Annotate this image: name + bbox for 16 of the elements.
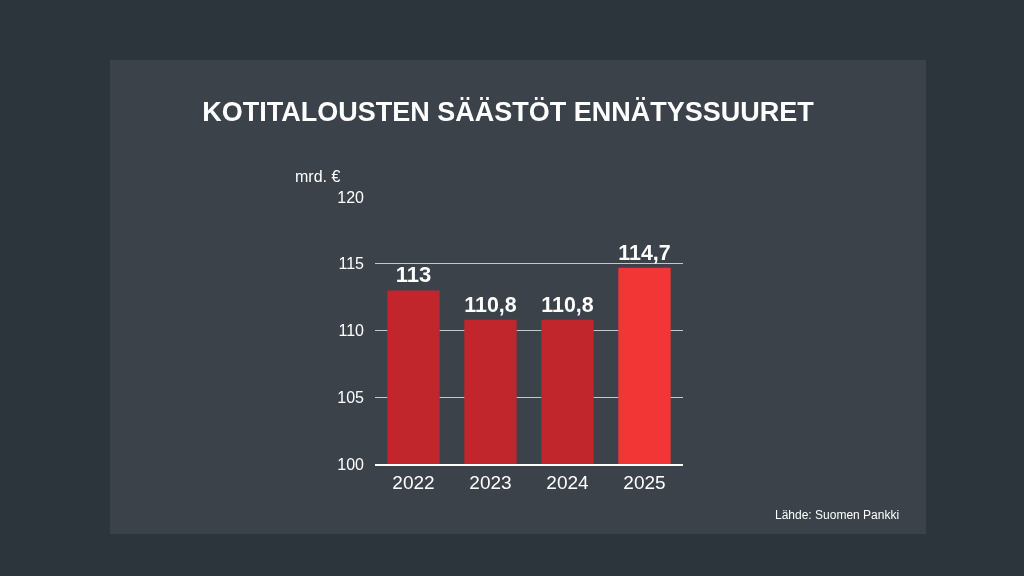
x-tick-label: 2024 [546,471,590,493]
x-tick-label: 2023 [469,471,512,493]
y-tick-label: 105 [337,388,365,406]
x-tick-label: 2022 [392,471,435,493]
data-label: 113 [395,262,432,288]
y-axis-title: mrd. € [295,168,341,185]
text: Lähde: Suomen Pankki [775,508,900,522]
chart-title: KOTITALOUSTEN SÄÄSTÖT ENNÄTYSSUURET [202,97,815,128]
y-tick-label: 110 [338,322,365,340]
data-label: 110,8 [541,292,594,317]
y-tick-label: 100 [337,455,365,473]
data-label: 114,7 [618,240,671,265]
y-tick-label: 120 [337,188,365,206]
x-tick-label: 2025 [623,471,666,493]
data-label: 110,8 [464,292,517,317]
y-tick-label: 115 [338,255,365,273]
